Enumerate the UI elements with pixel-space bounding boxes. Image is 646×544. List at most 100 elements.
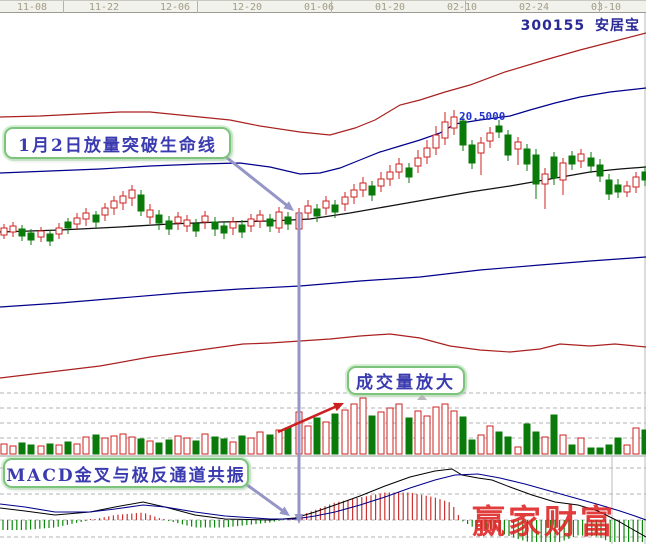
date-axis-tick	[63, 1, 64, 13]
volume-bar	[386, 407, 394, 455]
macd-golden-cross-arrow-head	[279, 506, 290, 516]
volume-bar	[459, 416, 467, 455]
date-axis-label: 02-10	[446, 2, 478, 13]
volume-bar	[137, 438, 145, 455]
candle-body	[468, 144, 476, 164]
candle-body	[183, 219, 191, 227]
candle-body	[514, 141, 522, 150]
volume-bar	[192, 440, 200, 455]
candle-body	[568, 155, 576, 165]
date-axis-label: 12-20	[231, 2, 263, 13]
candle-body	[550, 156, 558, 179]
volume-bar	[9, 445, 17, 455]
volume-bar	[550, 414, 558, 455]
stock-code: 300155	[520, 18, 586, 34]
volume-bar	[0, 443, 8, 455]
volume-bar	[37, 445, 45, 455]
volume-bar	[450, 410, 458, 455]
candle-body	[55, 227, 63, 235]
volume-bar	[568, 444, 576, 455]
candle-body	[229, 221, 237, 229]
volume-bar	[304, 425, 312, 455]
candle-body	[559, 162, 567, 181]
volume-bar	[504, 436, 512, 455]
annotation-macd-callout[interactable]: MACD金叉与极反通道共振	[3, 458, 249, 488]
candle-body	[146, 209, 154, 218]
date-axis-label: 11-22	[88, 2, 120, 13]
volume-bar	[523, 423, 531, 455]
date-axis-label: 01-06	[303, 2, 335, 13]
candle-body	[137, 194, 145, 212]
volume-bar	[405, 417, 413, 455]
candle-body	[128, 189, 136, 199]
volume-bar	[73, 443, 81, 455]
volume-bar	[341, 409, 349, 455]
volume-bar	[18, 442, 26, 455]
date-axis-label: 02-24	[518, 2, 550, 13]
date-axis-label: 11-08	[16, 2, 48, 13]
candle-body	[101, 207, 109, 216]
candle-body	[73, 217, 81, 225]
channel-line-upper-blue	[0, 87, 646, 175]
cross-reference-vertical-arrow-head	[294, 514, 304, 524]
volume-bar	[477, 434, 485, 455]
volume-bar	[577, 437, 585, 455]
stock-name: 安居宝	[595, 18, 640, 34]
candle-body	[201, 215, 209, 223]
annotation-volume-callout[interactable]: 成交量放大	[347, 366, 465, 395]
channel-line-lower-red	[0, 333, 646, 379]
volume-bar	[247, 437, 255, 455]
candle-body	[27, 232, 35, 241]
candle-body	[64, 221, 72, 229]
candle-body	[405, 167, 413, 178]
volume-bar	[110, 435, 118, 455]
volume-bar	[92, 434, 100, 455]
volume-bar	[46, 443, 54, 455]
breakout-arrow	[225, 155, 290, 208]
candle-body	[165, 220, 173, 230]
candle-body	[623, 185, 631, 193]
candle-body	[495, 125, 503, 133]
candle-body	[523, 148, 531, 165]
candle-body	[541, 173, 549, 185]
volume-bar	[468, 439, 476, 455]
volume-bar	[614, 437, 622, 455]
candle-body	[331, 204, 339, 213]
candle-body	[46, 233, 54, 242]
volume-bar	[623, 444, 631, 455]
volume-bar	[275, 429, 283, 455]
candle-body	[220, 225, 228, 234]
macd-dif-line	[0, 468, 646, 538]
candle-body	[432, 134, 440, 149]
price-level-label: 20.5000	[459, 110, 506, 123]
volume-bar	[155, 442, 163, 455]
candle-body	[9, 225, 17, 233]
volume-bar	[313, 417, 321, 455]
volume-bar	[220, 438, 228, 455]
volume-bar	[596, 447, 604, 455]
channel-line-upper-red	[0, 32, 646, 136]
channel-line-lower-blue	[0, 256, 646, 308]
annotation-breakout-callout[interactable]: 1月2日放量突破生命线	[4, 127, 231, 159]
volume-bar	[441, 403, 449, 455]
volume-bar	[423, 415, 431, 455]
candle-body	[577, 153, 585, 162]
candle-body	[275, 211, 283, 229]
candle-body	[395, 163, 403, 173]
stock-title: 300155 安居宝	[517, 15, 640, 35]
volume-bar	[101, 437, 109, 455]
volume-bar	[350, 403, 358, 455]
volume-bar	[64, 441, 72, 455]
candle-body	[486, 132, 494, 142]
volume-bar	[322, 421, 330, 455]
candle-body	[192, 223, 200, 232]
volume-bar	[495, 431, 503, 455]
candle-body	[632, 176, 640, 188]
candle-body	[614, 184, 622, 193]
candle-body	[477, 142, 485, 154]
volume-bar	[146, 440, 154, 455]
candle-body	[174, 216, 182, 224]
candle-body	[155, 214, 163, 224]
macd-golden-cross-arrow	[242, 480, 286, 514]
